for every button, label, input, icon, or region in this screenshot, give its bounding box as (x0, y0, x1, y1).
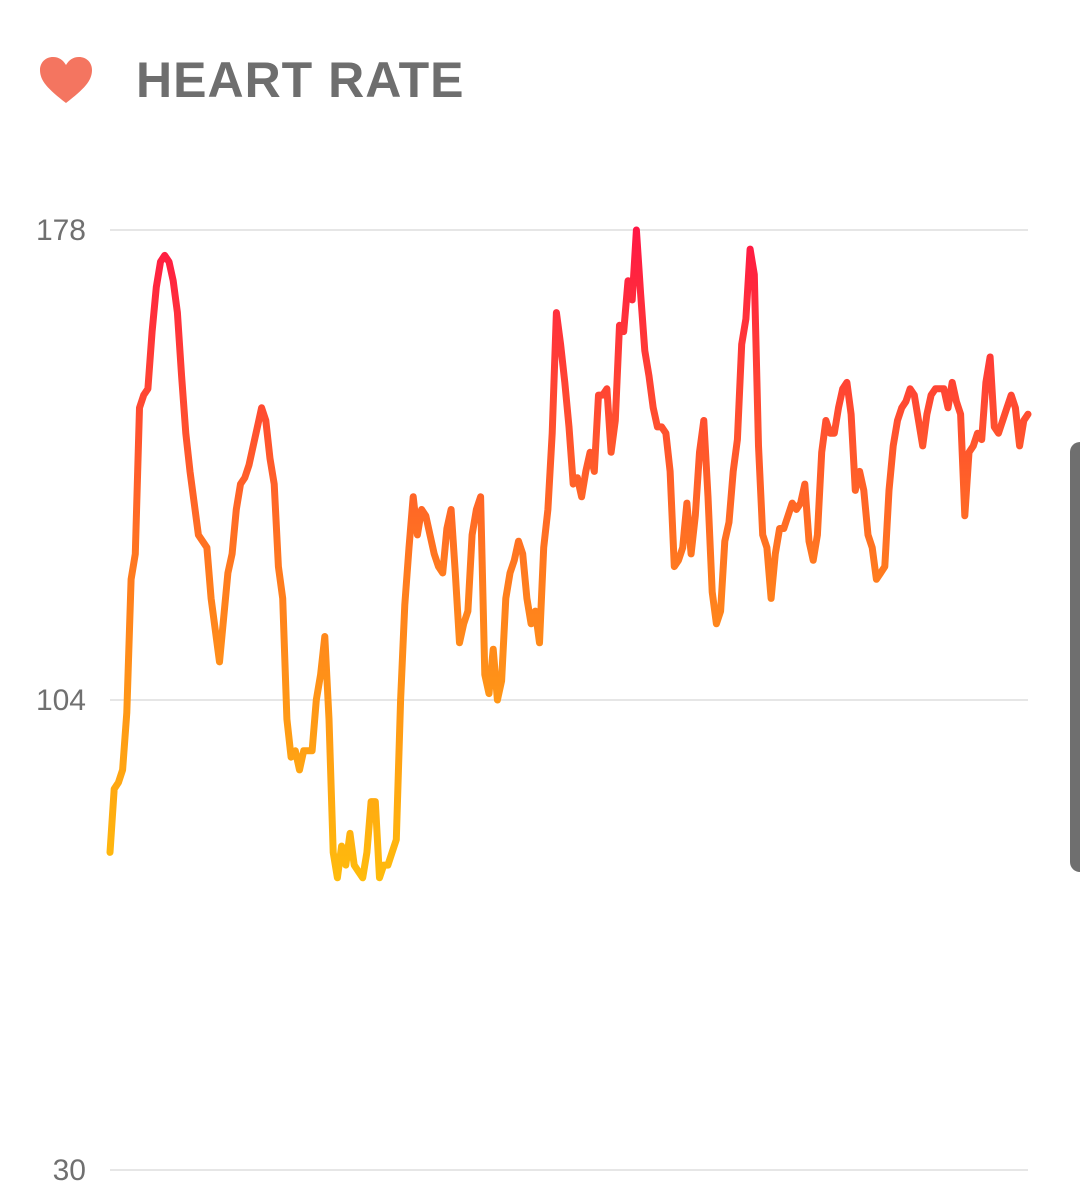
heart-rate-series-line (106, 226, 1032, 882)
y-tick-label-104: 104 (36, 684, 86, 717)
heart-icon (40, 57, 92, 103)
y-tick-label-30: 30 (53, 1154, 86, 1187)
chart-header: HEART RATE (38, 50, 465, 110)
chart-grid (110, 229, 1028, 1171)
y-tick-label-178: 178 (36, 214, 86, 247)
scrollbar-handle[interactable] (1070, 442, 1080, 872)
y-axis-ticks: 178 104 30 (36, 214, 86, 1187)
chart-title: HEART RATE (136, 52, 465, 108)
